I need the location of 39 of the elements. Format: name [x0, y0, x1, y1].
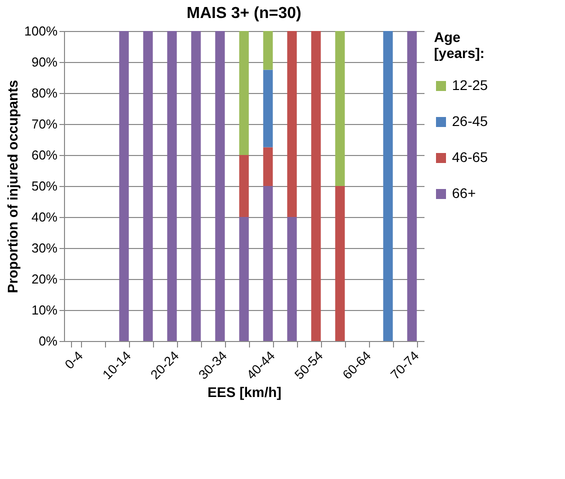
y-tick-label: 50% — [31, 178, 58, 194]
y-tick-label: 40% — [31, 210, 58, 224]
chart-title: MAIS 3+ (n=30) — [186, 5, 302, 22]
bar — [263, 70, 273, 148]
bar — [407, 31, 417, 341]
y-tick-label: 20% — [31, 272, 58, 286]
bar — [239, 31, 249, 155]
bar — [215, 31, 225, 341]
y-tick-label: 80% — [31, 86, 58, 100]
bar — [263, 147, 273, 186]
bar — [239, 217, 249, 341]
bar — [191, 31, 201, 341]
legend-label: 46-65 — [452, 149, 488, 165]
legend-title: Age [years]: — [434, 29, 485, 61]
legend-label: 12-25 — [452, 77, 488, 93]
y-tick-label: 60% — [31, 148, 58, 162]
y-axis-title: Proportion of injured occupants — [4, 80, 20, 294]
bar — [383, 31, 393, 341]
bar — [311, 31, 321, 341]
bar — [287, 31, 297, 217]
y-tick-label: 10% — [31, 302, 58, 318]
bar — [335, 186, 345, 341]
legend-label: 66+ — [452, 185, 476, 201]
y-tick-label: 90% — [31, 54, 58, 70]
y-tick-label: 30% — [31, 240, 58, 256]
bar — [119, 31, 129, 341]
bar — [335, 31, 345, 186]
x-tick-label: 0-4 — [62, 348, 86, 372]
y-tick-label: 100% — [24, 24, 58, 38]
y-tick-label: 70% — [31, 116, 58, 132]
bar — [167, 31, 177, 341]
x-axis-title: EES [km/h] — [208, 384, 282, 400]
bar — [287, 217, 297, 341]
bar — [239, 155, 249, 217]
bar — [263, 186, 273, 341]
y-tick-label: 0% — [38, 334, 58, 348]
legend-label: 26-45 — [452, 113, 488, 129]
bar — [263, 31, 273, 70]
bar — [143, 31, 153, 341]
